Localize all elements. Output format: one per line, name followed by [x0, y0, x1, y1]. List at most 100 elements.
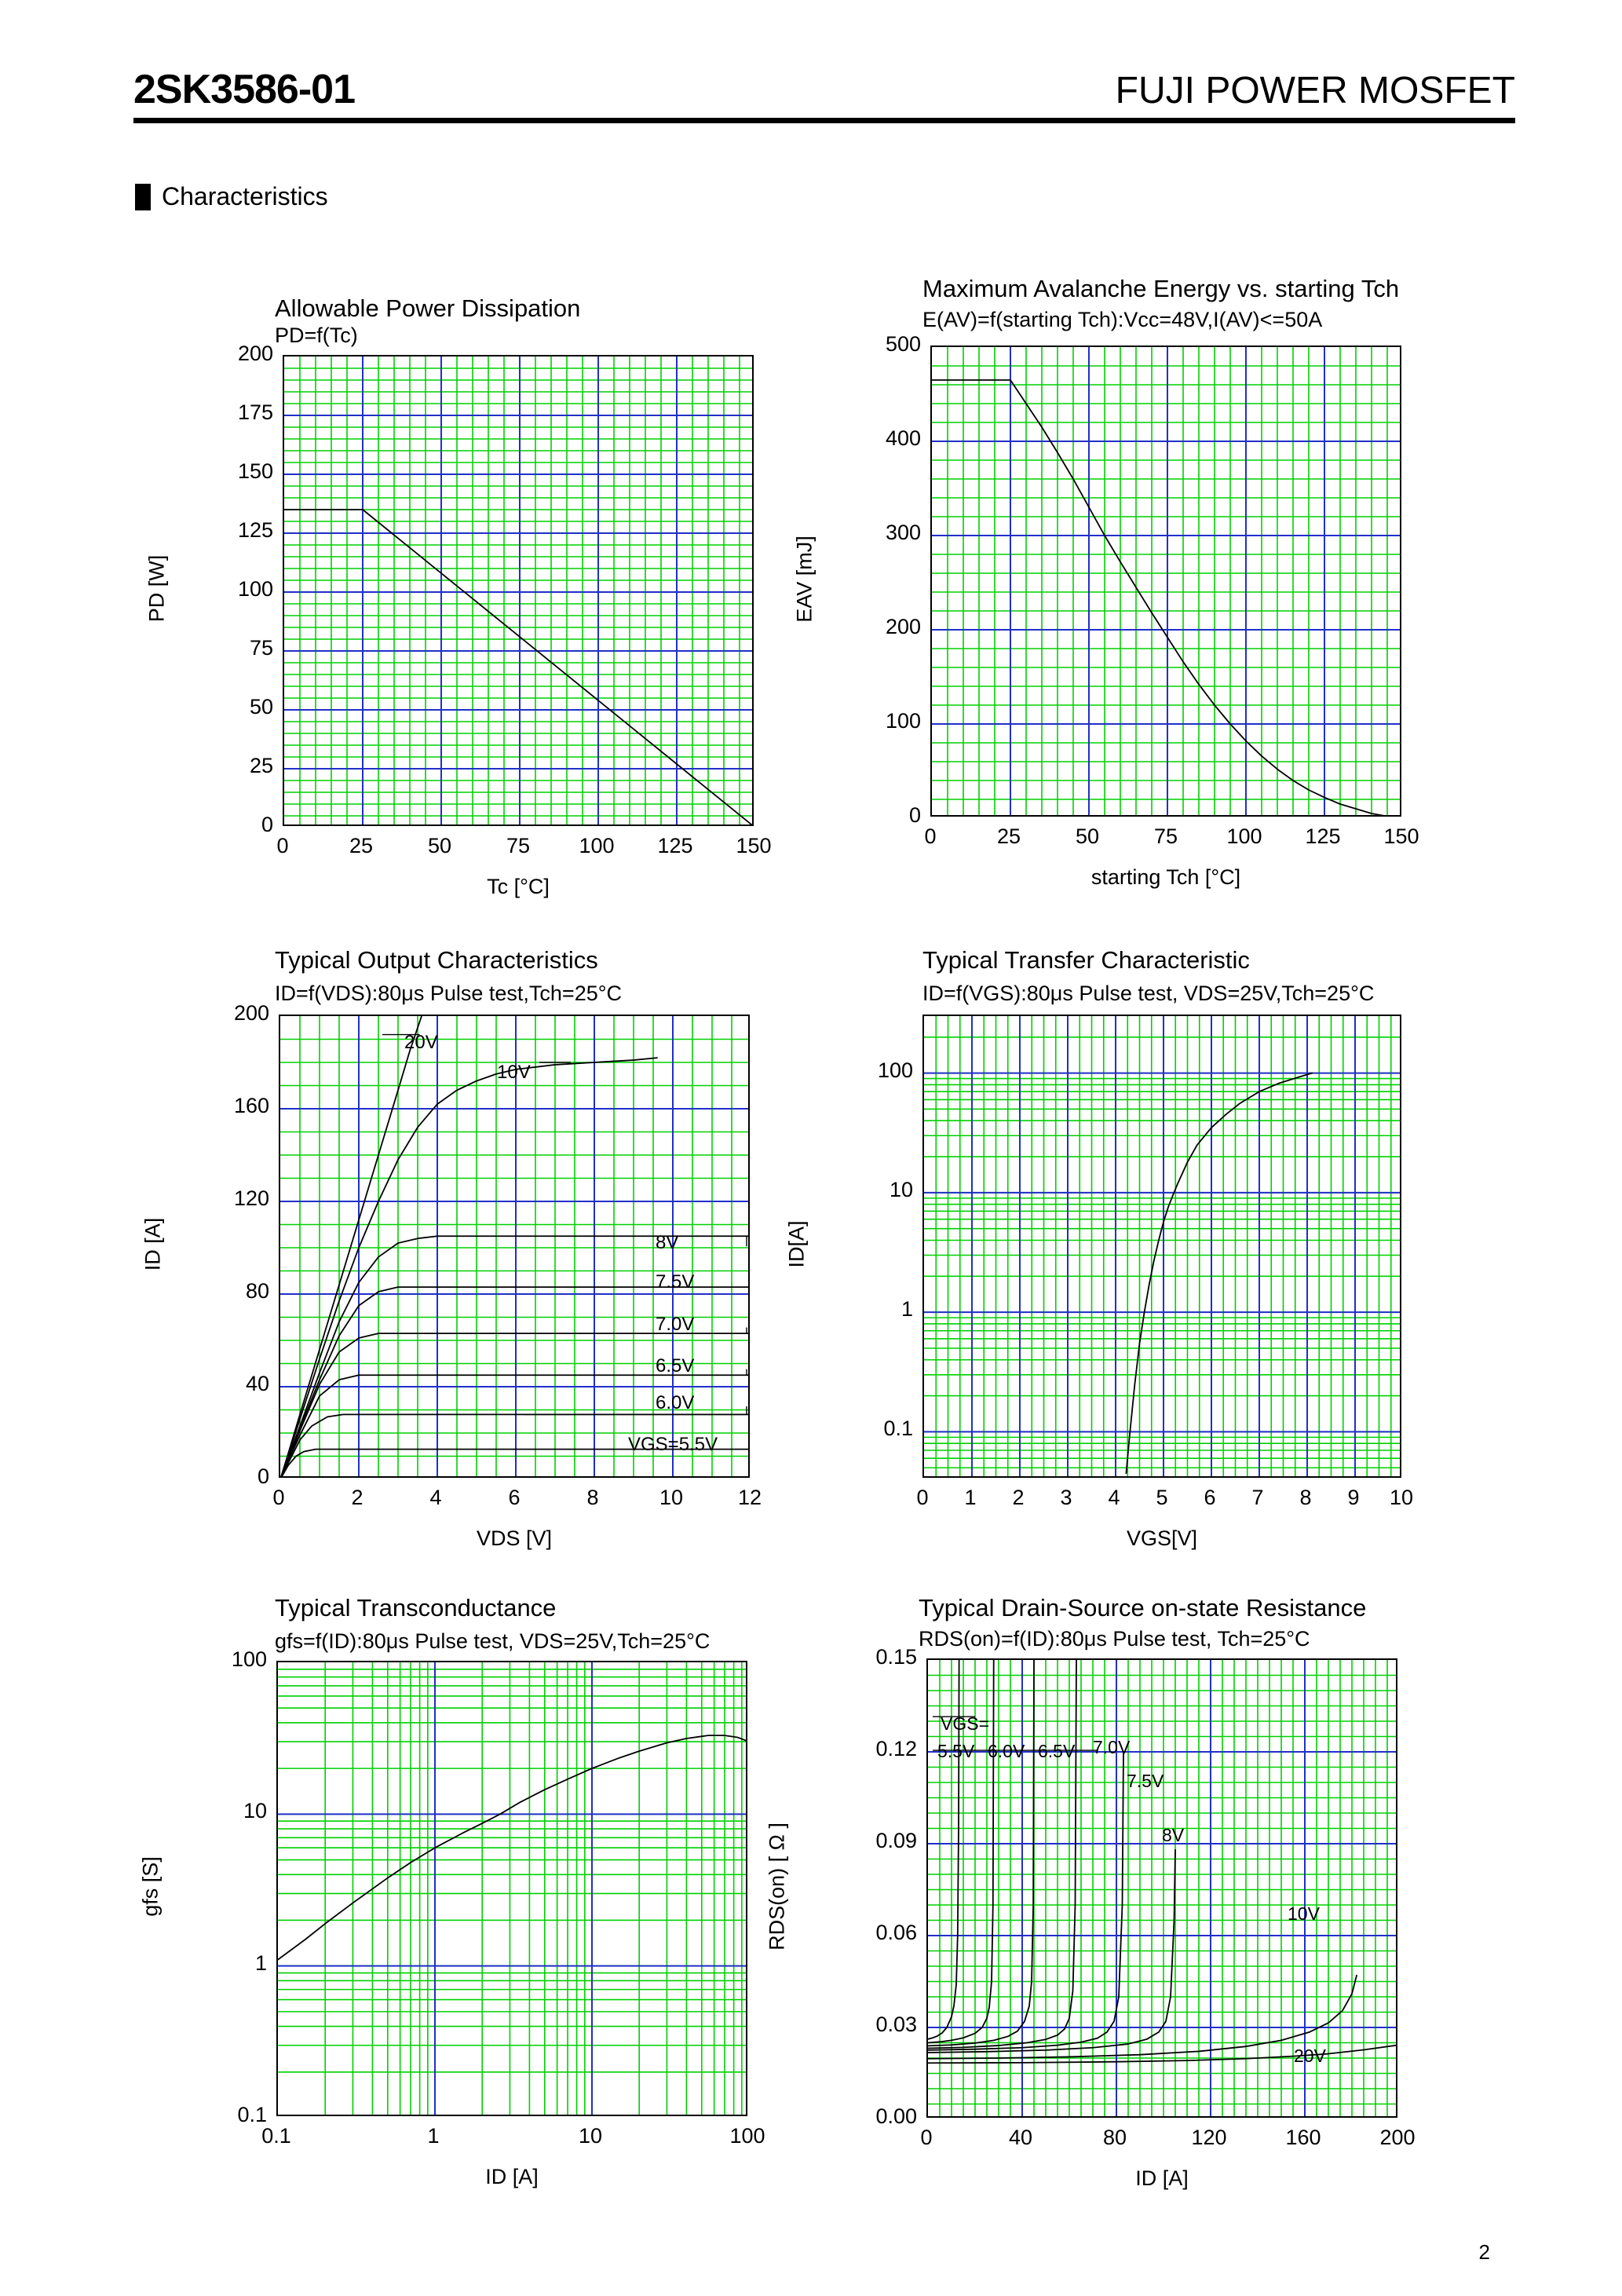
ytick-power-dissipation-7: 175 [237, 400, 273, 424]
curve-ID [1125, 1072, 1313, 1475]
curve-label-rds-on-8: 20V [1294, 2046, 1326, 2066]
xtick-transfer-characteristic-7: 7 [1251, 1486, 1264, 1509]
ytick-avalanche-energy-2: 200 [885, 615, 921, 638]
x-axis-label-transfer-characteristic: VGS[V] [1126, 1526, 1198, 1550]
ytick-transconductance-3: 100 [231, 1647, 267, 1671]
xtick-transfer-characteristic-1: 1 [964, 1486, 977, 1509]
curve-PD [284, 509, 752, 824]
curve-7.5V [280, 1286, 748, 1476]
plot-area-transconductance [276, 1661, 747, 2116]
ytick-transconductance-2: 10 [243, 1799, 267, 1823]
plot-area-power-dissipation [283, 355, 754, 826]
xtick-transfer-characteristic-9: 9 [1347, 1486, 1360, 1509]
xtick-output-characteristics-6: 12 [737, 1486, 762, 1509]
ytick-avalanche-energy-5: 500 [885, 332, 921, 356]
ytick-power-dissipation-3: 75 [249, 636, 273, 660]
plot-area-transfer-characteristic [922, 1015, 1401, 1478]
y-axis-label-transconductance: gfs [S] [138, 1856, 163, 1917]
curve-10V [928, 1974, 1357, 2060]
y-axis-label-output-characteristics: ID [A] [141, 1217, 165, 1271]
ytick-power-dissipation-6: 150 [237, 459, 273, 483]
xtick-transfer-characteristic-5: 5 [1156, 1486, 1168, 1509]
chart-title-output-characteristics: Typical Output Characteristics [275, 946, 598, 974]
ytick-output-characteristics-5: 200 [233, 1001, 269, 1025]
xtick-avalanche-energy-2: 50 [1075, 824, 1100, 848]
xtick-avalanche-energy-6: 150 [1383, 824, 1419, 848]
ytick-rds-on-0: 0.00 [875, 2104, 917, 2128]
ytick-transconductance-0: 0.1 [237, 2103, 267, 2126]
curve-label-output-characteristics-7: VGS=5.5V [628, 1433, 718, 1455]
xtick-power-dissipation-1: 25 [349, 834, 374, 857]
ytick-transfer-characteristic-0: 0.1 [883, 1417, 913, 1441]
section-title: Characteristics [162, 182, 328, 210]
ytick-transfer-characteristic-1: 1 [901, 1297, 913, 1322]
curve-20V [280, 1016, 422, 1476]
ytick-output-characteristics-4: 160 [233, 1094, 269, 1117]
xtick-avalanche-energy-5: 125 [1305, 824, 1341, 848]
curve-8V [928, 1848, 1176, 2053]
xtick-avalanche-energy-3: 75 [1153, 824, 1178, 848]
curve-label-output-characteristics-2: 8V [656, 1232, 679, 1254]
xtick-rds-on-3: 120 [1191, 2126, 1227, 2149]
curve-20V [928, 2044, 1396, 2064]
xtick-output-characteristics-5: 10 [659, 1486, 684, 1509]
curve-7.5V [928, 1751, 1124, 2051]
ytick-power-dissipation-0: 0 [261, 813, 273, 836]
ytick-power-dissipation-8: 200 [237, 342, 273, 365]
xtick-output-characteristics-1: 2 [351, 1486, 363, 1509]
ytick-output-characteristics-3: 120 [233, 1186, 269, 1210]
xtick-rds-on-0: 0 [920, 2126, 933, 2149]
curve-6.5V [280, 1374, 748, 1476]
xtick-avalanche-energy-1: 25 [996, 824, 1021, 848]
chart-subtitle-transfer-characteristic: ID=f(VGS):80μs Pulse test, VDS=25V,Tch=2… [922, 982, 1375, 1005]
xtick-power-dissipation-4: 100 [579, 834, 615, 857]
xtick-output-characteristics-2: 4 [429, 1486, 442, 1509]
curve-label-output-characteristics-6: 6.0V [656, 1391, 695, 1413]
curve-label-output-characteristics-3: 7.5V [656, 1271, 695, 1293]
xtick-output-characteristics-4: 8 [586, 1486, 599, 1509]
ytick-transconductance-1: 1 [254, 1951, 267, 1975]
ytick-output-characteristics-1: 40 [245, 1372, 269, 1395]
ytick-avalanche-energy-0: 0 [908, 803, 921, 827]
ytick-output-characteristics-2: 80 [245, 1279, 269, 1303]
chart-subtitle-power-dissipation: PD=f(Tc) [275, 324, 358, 347]
ytick-transfer-characteristic-3: 100 [877, 1058, 913, 1082]
ytick-power-dissipation-5: 125 [237, 518, 273, 542]
ytick-rds-on-2: 0.06 [875, 1921, 917, 1944]
xtick-output-characteristics-0: 0 [272, 1486, 285, 1509]
curve-label-rds-on-6: 8V [1162, 1825, 1185, 1845]
xtick-transconductance-0: 0.1 [261, 2124, 291, 2148]
xtick-rds-on-1: 40 [1008, 2126, 1033, 2149]
ytick-power-dissipation-2: 50 [249, 695, 273, 718]
ytick-avalanche-energy-1: 100 [885, 709, 921, 733]
ytick-rds-on-1: 0.03 [875, 2013, 917, 2036]
ytick-power-dissipation-4: 100 [237, 577, 273, 601]
page-header: 2SK3586-01 FUJI POWER MOSFET [133, 69, 1515, 123]
ytick-rds-on-5: 0.15 [875, 1645, 917, 1669]
xtick-rds-on-2: 80 [1102, 2126, 1127, 2149]
chart-title-power-dissipation: Allowable Power Dissipation [275, 294, 581, 322]
curve-6.0V [928, 1660, 995, 2044]
curve-label-output-characteristics-4: 7.0V [656, 1313, 695, 1335]
ytick-rds-on-3: 0.09 [875, 1829, 917, 1852]
xtick-transfer-characteristic-4: 4 [1108, 1486, 1120, 1509]
ytick-rds-on-4: 0.12 [875, 1737, 917, 1760]
curve-label-rds-on-1: 5.5V [937, 1741, 975, 1761]
x-axis-label-rds-on: ID [A] [1135, 2166, 1189, 2190]
xtick-avalanche-energy-4: 100 [1226, 824, 1262, 848]
xtick-power-dissipation-0: 0 [276, 834, 289, 857]
xtick-transfer-characteristic-8: 8 [1299, 1486, 1312, 1509]
plot-area-avalanche-energy [930, 345, 1401, 817]
curve-label-rds-on-0: VGS= [941, 1713, 990, 1734]
xtick-transconductance-3: 100 [729, 2124, 765, 2148]
curve-label-rds-on-5: 7.5V [1127, 1771, 1164, 1791]
y-axis-label-power-dissipation: PD [W] [144, 554, 169, 623]
y-axis-label-rds-on: RDS(on) [ Ω ] [765, 1822, 789, 1951]
curve-6.5V [928, 1660, 1035, 2047]
x-axis-label-power-dissipation: Tc [°C] [487, 875, 550, 898]
curve-label-output-characteristics-5: 6.5V [656, 1355, 695, 1377]
x-axis-label-output-characteristics: VDS [V] [476, 1526, 553, 1550]
xtick-power-dissipation-3: 75 [506, 834, 531, 857]
ytick-transfer-characteristic-2: 10 [889, 1177, 913, 1201]
